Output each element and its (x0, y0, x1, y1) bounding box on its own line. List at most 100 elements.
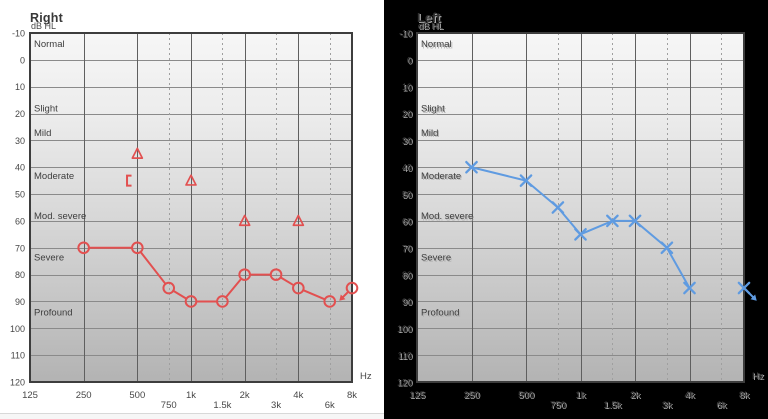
svg-text:0: 0 (408, 57, 413, 67)
severity-label: Mod. severe (421, 211, 473, 222)
x-tick-label: 1k (575, 390, 585, 401)
severity-label: Mod. severe (34, 211, 86, 222)
no-response-arrow-shaft (747, 291, 755, 299)
right-ear-audiogram-chart: Normal Slight Mild Moderate Mod. severe Sever… (10, 21, 372, 411)
y-tick-label: -10 (12, 29, 25, 39)
y-tick-label: 30 (15, 136, 25, 146)
svg-text:110: 110 (399, 352, 413, 362)
severity-label: Slight (34, 104, 58, 115)
x-tick-label: 250 (464, 390, 480, 401)
svg-text:3k: 3k (663, 401, 673, 412)
x-tick-label: 6k (716, 400, 726, 411)
svg-text:60: 60 (403, 218, 413, 228)
air-conduction-marker-x (737, 281, 751, 295)
severity-label: Moderate (421, 171, 461, 182)
x-tick-label: 3k (271, 400, 281, 411)
air-conduction-marker-circle (77, 241, 90, 255)
svg-text:40: 40 (403, 164, 413, 174)
y-tick-label: 80 (402, 270, 412, 280)
y-tick-label: -10 (399, 29, 412, 39)
x-tick-label: 4k (684, 390, 694, 401)
svg-text:Normal: Normal (422, 40, 453, 51)
x-tick-label: 1k (186, 390, 196, 401)
air-conduction-marker-x (628, 214, 642, 228)
y-tick-label: 30 (402, 136, 412, 146)
y-tick-label: 110 (398, 351, 412, 361)
svg-text:dB HL: dB HL (419, 22, 444, 32)
right-ear-panel: Right Normal Slight Mild Moderate Mod. sever… (0, 11, 384, 414)
threshold-segment (302, 289, 326, 301)
severity-label: Mild (421, 128, 438, 139)
svg-text:100: 100 (398, 325, 413, 335)
svg-text:Profound: Profound (422, 309, 461, 320)
y-axis-label: dB HL (418, 21, 443, 31)
svg-text:-10: -10 (400, 30, 413, 40)
y-tick-label: 110 (11, 351, 25, 361)
y-tick-label: 10 (15, 82, 25, 92)
air-conduction-marker-circle (292, 281, 305, 295)
svg-text:120: 120 (398, 379, 413, 389)
y-tick-label: 100 (10, 324, 25, 334)
x-tick-label: 2k (630, 390, 640, 401)
air-conduction-marker-x (660, 241, 674, 255)
threshold-segment (280, 276, 295, 286)
left-ear-title: Left (417, 11, 441, 26)
severity-label: Severe (421, 253, 451, 264)
no-response-arrow-shaft (341, 291, 349, 299)
plot-border (416, 32, 745, 383)
right-ear-title: Right (30, 11, 63, 26)
y-tick-label: 40 (402, 163, 412, 173)
air-conduction-marker-x (606, 214, 619, 228)
svg-text:Moderate: Moderate (422, 172, 462, 183)
left-ear-panel: Left Normal Normal Slight Slight Mild Mild Mod… (384, 0, 768, 419)
air-conduction-marker-circle (184, 295, 198, 308)
y-tick-label: 50 (402, 190, 412, 200)
svg-text:8k: 8k (740, 391, 750, 402)
svg-text:Slight: Slight (422, 105, 446, 116)
svg-text:90: 90 (403, 298, 413, 308)
right-ear-series (77, 147, 359, 308)
x-axis-label: Hz (360, 371, 372, 382)
y-tick-label: 80 (15, 270, 25, 280)
y-tick-label: 70 (15, 243, 25, 253)
bone-conduction-bracket-symbol (126, 174, 132, 187)
svg-text:50: 50 (403, 191, 413, 201)
triangle-symbol (131, 147, 144, 159)
svg-text:Hz: Hz (753, 372, 765, 383)
y-tick-label: 90 (402, 297, 412, 307)
x-tick-label: 3k (662, 400, 672, 411)
air-conduction-marker-x (519, 174, 533, 188)
air-conduction-marker-circle (162, 281, 176, 295)
svg-text:2k: 2k (631, 391, 641, 402)
x-tick-label: 4k (293, 390, 303, 401)
svg-text:Mod. severe: Mod. severe (422, 212, 474, 223)
severity-label: Normal (421, 39, 452, 50)
threshold-segment (579, 219, 614, 236)
left-ear-audiogram-chart: NormalNormalSlightSlightMildMildModerate… (397, 21, 765, 412)
x-tick-label: 6k (325, 400, 335, 411)
y-tick-label: 60 (402, 216, 412, 226)
left-ear-series (465, 160, 757, 301)
x-tick-label: 500 (129, 390, 145, 401)
y-tick-label: 10 (402, 82, 412, 92)
threshold-segment (140, 251, 167, 285)
threshold-segment (665, 246, 691, 290)
svg-text:6k: 6k (718, 401, 728, 412)
x-tick-label: 2k (240, 390, 250, 401)
threshold-segment (172, 290, 187, 300)
svg-text:Severe: Severe (422, 254, 452, 265)
y-tick-label: 0 (20, 55, 25, 65)
svg-text:500: 500 (519, 391, 535, 402)
no-response-arrow-head (750, 294, 757, 301)
threshold-segment (225, 278, 242, 298)
y-tick-label: 100 (397, 324, 412, 334)
y-axis-label: dB HL (31, 21, 56, 31)
x-tick-label: 750 (550, 400, 566, 411)
no-response-arrow-head (339, 294, 346, 301)
y-tick-label: 120 (397, 378, 412, 388)
x-tick-label: 250 (76, 390, 92, 401)
x-tick-label: 8k (347, 390, 357, 401)
air-conduction-marker-circle (238, 268, 251, 281)
svg-text:125: 125 (410, 391, 426, 402)
